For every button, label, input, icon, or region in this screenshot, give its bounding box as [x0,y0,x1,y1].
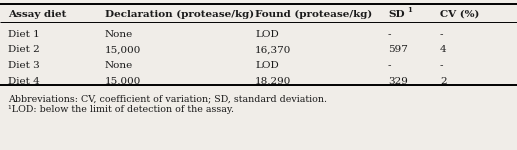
Text: CV (%): CV (%) [440,10,479,19]
Text: LOD: LOD [255,61,279,70]
Text: LOD: LOD [255,30,279,39]
Text: Abbreviations: CV, coefficient of variation; SD, standard deviation.: Abbreviations: CV, coefficient of variat… [8,94,327,103]
Text: -: - [440,30,444,39]
Text: Diet 1: Diet 1 [8,30,40,39]
Text: 2: 2 [440,76,447,85]
Text: Assay diet: Assay diet [8,10,66,19]
Text: 18,290: 18,290 [255,76,292,85]
Text: 329: 329 [388,76,408,85]
Text: SD: SD [388,10,405,19]
Text: 1: 1 [407,6,412,14]
Text: Declaration (protease/kg): Declaration (protease/kg) [105,10,254,19]
Text: 4: 4 [440,45,447,54]
Text: 15,000: 15,000 [105,76,141,85]
Text: ¹LOD: below the limit of detection of the assay.: ¹LOD: below the limit of detection of th… [8,105,234,114]
Text: Diet 2: Diet 2 [8,45,40,54]
Text: Diet 3: Diet 3 [8,61,40,70]
Text: 597: 597 [388,45,408,54]
Text: None: None [105,61,133,70]
Text: -: - [440,61,444,70]
Text: 15,000: 15,000 [105,45,141,54]
Text: None: None [105,30,133,39]
Text: Found (protease/kg): Found (protease/kg) [255,10,372,19]
Text: -: - [388,30,391,39]
Text: 16,370: 16,370 [255,45,292,54]
Text: -: - [388,61,391,70]
Text: Diet 4: Diet 4 [8,76,40,85]
